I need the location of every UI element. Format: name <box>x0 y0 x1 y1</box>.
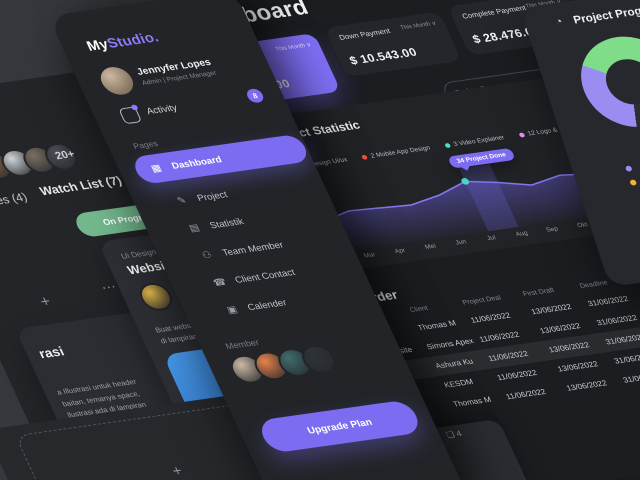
table-cell: 11/06/2022 <box>486 349 530 363</box>
stat-label: Complete Payment <box>460 3 528 21</box>
table-cell: Simons Apex <box>425 336 476 352</box>
clipped-tab-label[interactable]: es (4) <box>0 190 30 208</box>
upgrade-plan-button[interactable]: Upgrade Plan <box>255 399 424 454</box>
progress-legend <box>624 165 638 186</box>
pie-chart-icon: ◔ <box>553 15 565 28</box>
table-cell: KESDM <box>442 377 475 390</box>
watch-list-title[interactable]: Watch List (7) <box>37 173 125 199</box>
table-cell: 13/06/2022 <box>529 302 574 317</box>
sidebar-item-label: Project <box>195 189 230 204</box>
progress-title: Project Progrest <box>572 2 640 27</box>
table-cell: Thomas M <box>416 318 458 333</box>
legend-label: 3 Video Explainer <box>452 134 506 148</box>
table-cell: 13/06/2022 <box>564 378 609 393</box>
table-cell: 11/06/2022 <box>477 330 521 344</box>
month-tick: Mar <box>362 251 377 260</box>
user-avatar[interactable] <box>95 65 139 97</box>
table-cell: Ashura Ku <box>433 356 475 371</box>
table-cell: 31/06/2022 <box>621 370 640 385</box>
table-cell: 31/06/2022 <box>595 313 639 328</box>
stat-value: $ 10.543.00 <box>347 45 420 68</box>
task-card-title: rasi <box>36 344 67 362</box>
table-cell: 11/06/2022 <box>504 387 548 402</box>
card-category: Ui Design <box>119 247 158 261</box>
sidebar-item-label: Client Contact <box>233 266 297 286</box>
member-section-label: Member <box>223 337 261 352</box>
pages-section-label: Pages <box>131 138 160 151</box>
activity-label[interactable]: Activity <box>144 102 180 118</box>
stat-period-dropdown[interactable]: This Month ∨ <box>399 20 438 32</box>
activity-icon <box>118 106 143 125</box>
table-cell: 11/06/2022 <box>469 310 512 325</box>
table-cell: Thomas M <box>451 395 493 409</box>
avatar <box>134 281 178 313</box>
stat-card-down-payment[interactable]: Down Payment This Month ∨ $ 10.543.00 <box>324 11 462 77</box>
legend-label: 2 Mobile App Design <box>369 144 432 160</box>
sidebar-item-label: Dashboard <box>169 154 224 172</box>
sidebar-item-statistik[interactable]: ▤ Statistik <box>184 212 247 238</box>
month-tick: Sep <box>545 225 560 234</box>
dashboard-panel: Dashboard IncomeThis Month ∨$ 38.976.00D… <box>150 0 640 480</box>
legend-item: 3 Video Explainer <box>443 134 506 149</box>
legend-dot <box>361 154 369 160</box>
sidebar-item-label: Team Member <box>220 239 286 259</box>
stat-period-dropdown[interactable]: This Month ∨ <box>274 42 313 53</box>
table-cell: 31/06/2022 <box>612 351 640 366</box>
sidebar-item-label: Statistik <box>207 216 246 231</box>
table-cell: 31/06/2022 <box>586 294 630 309</box>
month-tick: Apr <box>393 247 407 256</box>
legend-item: 2 Mobile App Design <box>361 145 432 161</box>
grid-icon: ▦ <box>149 162 164 175</box>
chart-icon: ▤ <box>187 222 202 234</box>
phone-icon: ☎ <box>211 276 229 289</box>
attachments-count: ❏ 4 <box>444 428 464 440</box>
activity-badge: 8 <box>244 87 266 104</box>
table-cell: 13/06/2022 <box>547 340 591 355</box>
calendar-icon: ▣ <box>225 304 240 316</box>
app-logo: MyStudio. <box>84 29 162 55</box>
people-icon: ⚇ <box>200 249 214 261</box>
statistic-chart[interactable] <box>261 141 640 260</box>
legend-dot <box>629 179 638 186</box>
legend-dot <box>443 142 451 149</box>
add-icon[interactable]: + <box>37 293 54 311</box>
pencil-icon: ✎ <box>175 195 189 207</box>
sidebar-item-client-contact[interactable]: ☎ Client Contact <box>209 263 298 293</box>
sidebar-item-project[interactable]: ✎ Project <box>172 185 231 210</box>
table-cell: 11/06/2022 <box>495 368 539 383</box>
project-statistic-card: ▤ Project Statistic Detail Project 15 We… <box>220 70 640 279</box>
progress-donut-chart[interactable] <box>568 30 640 134</box>
month-tick: Mei <box>423 242 438 251</box>
stat-label: Down Payment <box>337 26 392 42</box>
sidebar-item-calender[interactable]: ▣ Calender <box>222 293 290 320</box>
month-tick: Jun <box>454 238 468 247</box>
sidebar-item-dashboard[interactable]: ▦ Dashboard <box>130 133 312 185</box>
legend-dot <box>624 165 633 172</box>
table-cell: 13/06/2022 <box>538 321 582 336</box>
sidebar-item-label: Calender <box>245 297 289 313</box>
month-tick: Aug <box>514 229 530 238</box>
table-cell: 13/06/2022 <box>556 359 600 374</box>
month-tick: Jul <box>485 234 498 243</box>
legend-dot <box>517 132 526 138</box>
table-cell: 31/06/2022 <box>604 332 640 347</box>
member-avatar-stack[interactable] <box>225 342 341 386</box>
sidebar-item-team-member[interactable]: ⚇ Team Member <box>197 235 287 265</box>
